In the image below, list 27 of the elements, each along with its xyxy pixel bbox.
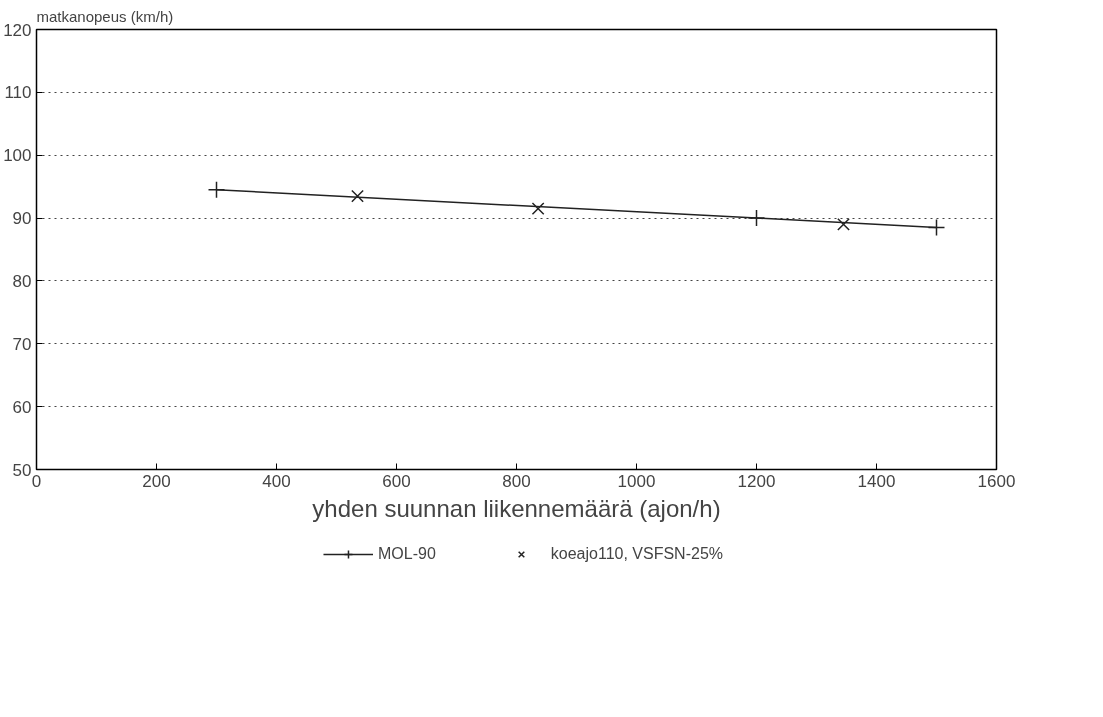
x-tick-label: 0 [31,471,42,491]
x-tick-label: 1000 [617,471,656,491]
x-tick-label: 800 [502,471,531,491]
legend-label: MOL-90 [377,545,436,563]
point [207,181,226,199]
x-tick-label: 1600 [977,471,1016,491]
y-tick-label: 60 [12,397,32,417]
y-tick-label: 120 [3,20,32,40]
point [351,189,364,203]
y-tick-label: 80 [12,271,32,291]
x-tick-label: 1200 [737,471,776,491]
y-axis-title: matkanopeus (km/h) [36,7,174,25]
y-tick-label: 50 [12,460,32,480]
x-axis-title: yhden suunnan liikennemäärä (ajon/h) [312,494,721,522]
y-tick-label: 70 [12,334,32,354]
legend-label: koeajo110, VSFSN-25% [550,545,724,563]
y-tick-label: 100 [3,146,32,166]
point [837,217,850,231]
x-tick-label: 400 [262,471,291,491]
x-tick-label: 1400 [857,471,896,491]
x-tick-label: 200 [142,471,171,491]
x-tick-label: 600 [382,471,411,491]
point [747,209,766,227]
point [927,218,946,237]
y-tick-label: 90 [12,209,32,229]
point [531,202,545,216]
y-tick-label: 110 [4,83,32,103]
